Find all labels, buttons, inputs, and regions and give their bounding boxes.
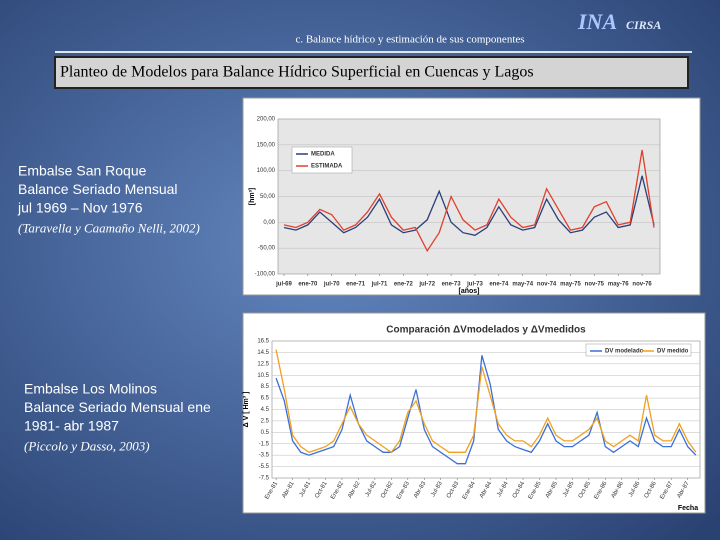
y-tick-label: 2.5	[261, 418, 270, 424]
legend-label: MEDIDA	[311, 152, 335, 158]
y-tick-label: -5.5	[259, 464, 270, 470]
x-tick-label: ene-70	[298, 282, 318, 288]
x-tick-label: nov-74	[537, 282, 557, 288]
caption-line: jul 1969 – Nov 1976	[17, 200, 143, 216]
legend-label: DV medido	[657, 349, 689, 355]
y-tick-label: -7.5	[259, 476, 270, 482]
y-tick-label: 4.5	[261, 407, 270, 413]
y-tick-label: 50,00	[260, 194, 276, 200]
x-tick-label: jul-72	[418, 282, 435, 288]
y-tick-label: 12.5	[257, 361, 269, 367]
x-tick-label: jul-73	[466, 282, 483, 288]
y-tick-label: -50,00	[258, 246, 276, 252]
y-tick-label: 0.5	[261, 430, 270, 436]
x-tick-label: ene-73	[442, 282, 462, 288]
slide-title: Planteo de Modelos para Balance Hídrico …	[60, 64, 534, 81]
y-tick-label: 16.5	[257, 339, 269, 345]
chart-title: Comparación ΔVmodelados y ΔVmedidos	[386, 325, 586, 336]
x-tick-label: may-74	[512, 282, 533, 288]
legend-label: ESTIMADA	[311, 164, 343, 170]
x-tick-label: ene-72	[394, 282, 414, 288]
line-series	[283, 149, 655, 253]
y-tick-label: -3.5	[259, 453, 270, 459]
x-tick-label: jul-70	[323, 282, 340, 288]
x-tick-label: nov-75	[585, 282, 605, 288]
y-tick-label: 200,00	[257, 117, 276, 123]
caption-line: Embalse Los Molinos	[24, 381, 157, 397]
y-tick-label: 6.5	[261, 396, 270, 402]
caption-line: Balance Seriado Mensual ene	[24, 399, 211, 415]
y-tick-label: 8.5	[261, 384, 270, 390]
logo: INA	[577, 9, 617, 34]
x-tick-label: jul-71	[371, 282, 388, 288]
x-tick-label: ene-71	[346, 282, 366, 288]
line-series	[275, 355, 697, 465]
y-axis-label: Δ V [ Hm³ ]	[243, 392, 250, 428]
title-box	[54, 56, 689, 89]
x-tick-label: may-75	[560, 282, 581, 288]
x-tick-label: may-76	[608, 282, 629, 288]
legend-box	[291, 146, 353, 174]
caption-line: Balance Seriado Mensual	[18, 181, 178, 197]
legend-box	[585, 343, 692, 357]
y-tick-label: 14.5	[257, 350, 269, 356]
line-series	[275, 349, 697, 454]
y-tick-label: 150,00	[257, 142, 276, 148]
y-tick-label: 0,00	[263, 220, 275, 226]
caption-line: Embalse San Roque	[18, 163, 147, 179]
y-tick-label: 10.5	[257, 373, 269, 379]
x-tick-label: nov-76	[632, 282, 652, 288]
caption-citation: (Taravella y Caamaño Nelli, 2002)	[18, 220, 200, 235]
legend-label: DV modelado	[605, 349, 644, 355]
logo-sub: CIRSA	[626, 18, 661, 32]
y-axis-label: [hm³]	[249, 188, 256, 206]
line-series	[283, 175, 655, 236]
caption-citation: (Piccolo y Dasso, 2003)	[24, 438, 150, 453]
section-header: c. Balance hídrico y estimación de sus c…	[295, 34, 524, 46]
y-tick-label: -100,00	[255, 272, 276, 278]
y-tick-label: 100,00	[257, 168, 276, 174]
y-tick-label: -1.5	[259, 441, 270, 447]
x-tick-label: jul-69	[275, 282, 292, 288]
caption-line: 1981- abr 1987	[24, 418, 119, 434]
x-axis-label: [años]	[459, 288, 480, 295]
x-tick-label: ene-74	[489, 282, 509, 288]
x-axis-label: Fecha	[678, 505, 698, 512]
